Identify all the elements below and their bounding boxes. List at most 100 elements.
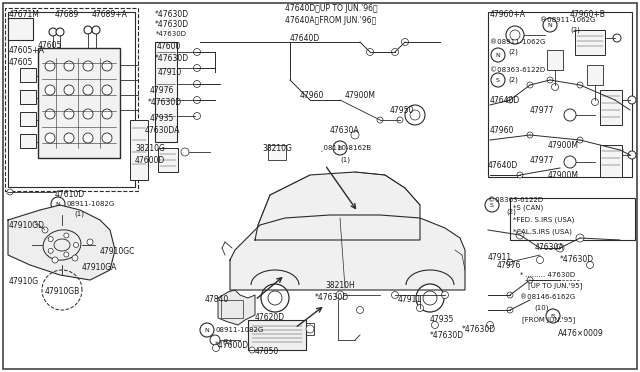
Text: 47960+A: 47960+A: [490, 10, 526, 19]
Circle shape: [74, 243, 79, 247]
Circle shape: [102, 133, 112, 143]
Circle shape: [628, 151, 636, 159]
Bar: [248, 320, 306, 350]
Text: 47610D: 47610D: [55, 189, 85, 199]
Text: 47689: 47689: [55, 10, 79, 19]
Text: 38210G: 38210G: [262, 144, 292, 153]
Circle shape: [64, 85, 74, 95]
Circle shape: [356, 307, 364, 314]
Bar: [130, 120, 148, 180]
Circle shape: [397, 117, 403, 123]
Text: 47976: 47976: [150, 86, 174, 94]
Text: 47935: 47935: [430, 315, 454, 324]
Circle shape: [261, 284, 289, 312]
Circle shape: [83, 85, 93, 95]
Circle shape: [392, 292, 399, 298]
Text: 47605+A: 47605+A: [9, 45, 45, 55]
Circle shape: [536, 257, 543, 263]
Circle shape: [42, 227, 48, 233]
Circle shape: [367, 48, 374, 55]
Text: 08911-1082G: 08911-1082G: [66, 201, 115, 207]
Text: 47640A〈FROM JUN.'96〉: 47640A〈FROM JUN.'96〉: [285, 16, 376, 25]
Text: 08911-1082G: 08911-1082G: [215, 327, 263, 333]
Text: (2): (2): [506, 209, 516, 215]
Circle shape: [586, 262, 593, 269]
Text: ©08363-6122D: ©08363-6122D: [490, 67, 545, 73]
Text: [FROM JUN.'95]: [FROM JUN.'95]: [522, 317, 575, 323]
Circle shape: [491, 48, 505, 62]
Circle shape: [181, 148, 189, 156]
Circle shape: [45, 133, 55, 143]
Bar: [155, 42, 177, 142]
Circle shape: [564, 156, 576, 168]
Circle shape: [423, 291, 437, 305]
Text: *47600D: *47600D: [215, 340, 249, 350]
Bar: [306, 323, 314, 335]
Text: 47600: 47600: [157, 42, 181, 51]
Bar: [510, 198, 635, 240]
Circle shape: [45, 61, 55, 71]
Circle shape: [193, 80, 200, 87]
Text: 47960: 47960: [300, 90, 324, 99]
Circle shape: [527, 132, 533, 138]
Circle shape: [431, 321, 438, 328]
Text: N: N: [495, 52, 500, 58]
Text: 47910GC: 47910GC: [100, 247, 136, 257]
Circle shape: [552, 83, 559, 90]
Text: 47950: 47950: [390, 106, 414, 115]
Text: 47671M: 47671M: [9, 10, 40, 19]
Circle shape: [527, 277, 533, 283]
Text: A476×0009: A476×0009: [558, 330, 604, 339]
Text: 47910GD: 47910GD: [9, 221, 45, 230]
Text: 47689+A: 47689+A: [92, 10, 128, 19]
Circle shape: [486, 321, 493, 328]
Circle shape: [591, 99, 598, 106]
Bar: [20, 134, 36, 148]
Circle shape: [306, 325, 314, 333]
Text: ©08363-6122D: ©08363-6122D: [488, 197, 543, 203]
Circle shape: [48, 248, 53, 253]
Text: N: N: [205, 327, 209, 333]
Text: [UP TO JUN.'95]: [UP TO JUN.'95]: [528, 283, 582, 289]
Circle shape: [210, 335, 220, 345]
Circle shape: [45, 109, 55, 119]
Circle shape: [64, 133, 74, 143]
Text: 47977: 47977: [530, 106, 554, 115]
Circle shape: [507, 97, 513, 103]
Text: 47620D: 47620D: [255, 312, 285, 321]
Circle shape: [377, 117, 383, 123]
Bar: [5, 8, 138, 191]
Circle shape: [510, 30, 520, 40]
Circle shape: [613, 34, 621, 42]
Text: *47630D: *47630D: [315, 294, 349, 302]
Circle shape: [45, 85, 55, 95]
Text: *47630D: *47630D: [156, 31, 187, 37]
Circle shape: [546, 309, 560, 323]
Bar: [600, 90, 622, 125]
Text: 47900M: 47900M: [548, 170, 579, 180]
Circle shape: [64, 252, 69, 257]
Circle shape: [83, 133, 93, 143]
Circle shape: [617, 147, 623, 153]
Text: 47977: 47977: [530, 155, 554, 164]
Circle shape: [507, 292, 513, 298]
Circle shape: [336, 291, 344, 299]
Circle shape: [527, 82, 533, 88]
Polygon shape: [255, 172, 420, 240]
Polygon shape: [218, 290, 255, 325]
Text: *FED. S.IRS (USA): *FED. S.IRS (USA): [513, 217, 574, 223]
Text: 47911: 47911: [488, 253, 512, 263]
Bar: [575, 30, 605, 55]
Circle shape: [410, 110, 420, 120]
Circle shape: [442, 292, 449, 298]
Text: ¸08110-8162B: ¸08110-8162B: [320, 145, 371, 151]
Bar: [20, 112, 36, 126]
Text: (2): (2): [508, 77, 518, 83]
Bar: [20, 68, 36, 82]
Circle shape: [83, 61, 93, 71]
Text: ®08911-1062G: ®08911-1062G: [490, 39, 545, 45]
Text: 47850: 47850: [255, 347, 279, 356]
Bar: [587, 65, 603, 85]
Text: 47605: 47605: [9, 58, 33, 67]
Text: (1): (1): [222, 339, 232, 345]
